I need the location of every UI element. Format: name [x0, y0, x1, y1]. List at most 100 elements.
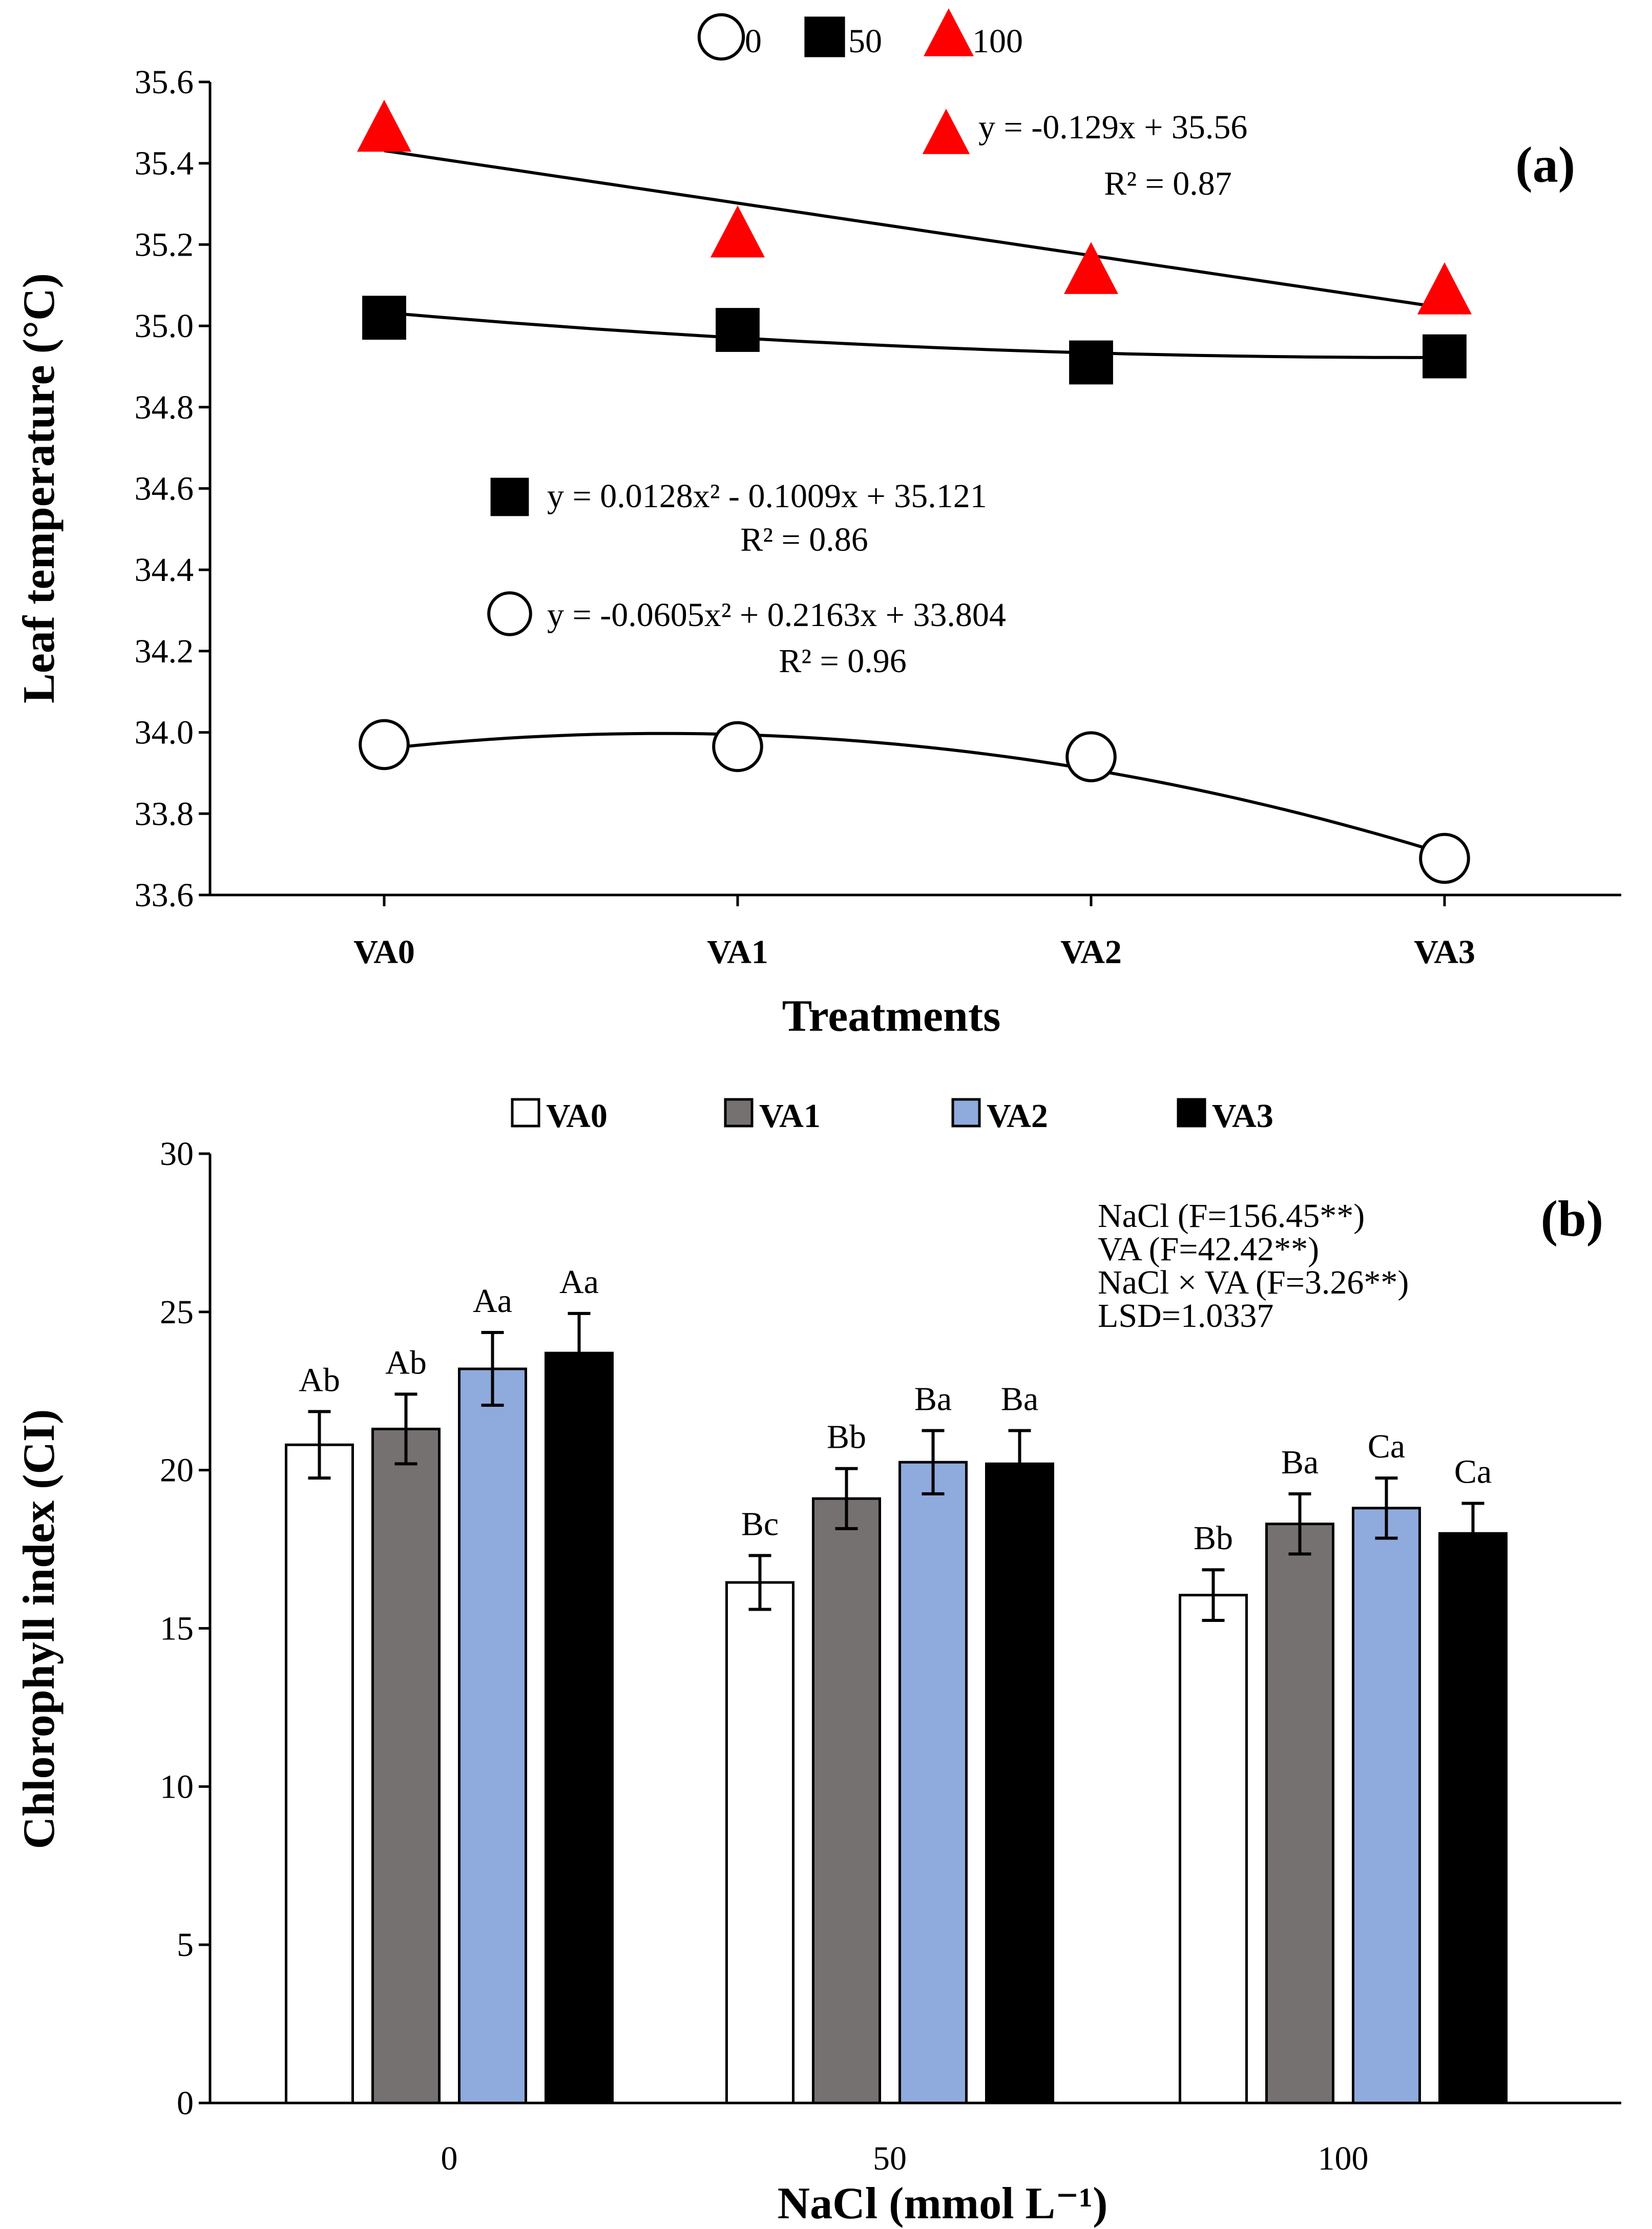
- bar-va0-nacl-100: [1179, 1594, 1248, 2105]
- panel-b-y-tick-label: 10: [160, 1768, 194, 1805]
- panel-b-ylabel: Chlorophyll index (CI): [14, 1409, 64, 1849]
- panel-b-y-tick-label: 30: [160, 1135, 194, 1173]
- panel-a-y-tick-label: 35.4: [135, 145, 194, 182]
- panel-a-y-tick-label: 33.8: [135, 795, 194, 832]
- panel-a-chart: 0 50 100 33.633.834.034.234.434.634.835.03…: [14, 8, 1621, 1041]
- panel-b-y-tick-label: 5: [177, 1926, 194, 1964]
- legend-label-va3: VA3: [1212, 1097, 1273, 1135]
- bar-va1-nacl-100: [1265, 1523, 1334, 2105]
- marker-100-va1: [710, 205, 765, 258]
- equation-marker-0: [487, 591, 532, 636]
- panel-b-y-tick-label: 20: [160, 1452, 194, 1489]
- panel-a-y-tick-label: 34.0: [135, 714, 194, 752]
- panel-b-label: (b): [1541, 1190, 1603, 1247]
- panel-b-y-tick-label: 25: [160, 1294, 194, 1331]
- r2-text-0: R² = 0.96: [779, 642, 907, 680]
- bar-letter-va2-nacl-50: Ba: [914, 1380, 952, 1418]
- marker-100-va0: [357, 99, 412, 152]
- stats-line-3: LSD=1.0337: [1098, 1297, 1273, 1335]
- equation-marker-50: [490, 477, 529, 516]
- bar-letter-va1-nacl-0: Ab: [385, 1344, 427, 1381]
- marker-0-va2: [1065, 731, 1117, 783]
- legend-marker-100: [924, 8, 974, 56]
- bar-va0-nacl-50: [725, 1581, 794, 2105]
- panel-a-y-tick-label: 34.4: [135, 551, 194, 589]
- r2-text-100: R² = 0.87: [1104, 165, 1232, 202]
- legend-label-va0: VA0: [546, 1097, 608, 1135]
- panel-a-x-tick-label-va0: VA0: [353, 933, 415, 971]
- panel-b-y-axis-ticks: 0 5 10 15 20 25 30 0 50 100: [160, 1135, 1369, 2177]
- panel-b-stats: NaCl (F=156.45**)VA (F=42.42**)NaCl × VA…: [1098, 1197, 1409, 1335]
- marker-100-va2: [1063, 242, 1119, 294]
- panel-b-bars: Ab Ab Aa Aa Bc Bb Ba Ba Bb Ba Ca Ca: [285, 1263, 1508, 2105]
- legend-swatch-va2: [951, 1098, 981, 1128]
- panel-a-label: (a): [1515, 136, 1575, 193]
- legend-swatch-va1: [724, 1098, 754, 1128]
- bar-letter-va1-nacl-50: Bb: [827, 1419, 866, 1456]
- panel-a-xlabel: Treatments: [782, 991, 1001, 1041]
- panel-b-chart: VA0 VA1 VA2 VA3 0 5 10 15 20 25 30 0 50 100 Ab Ab Aa Aa…: [14, 1097, 1621, 2228]
- legend-swatch-va3: [1177, 1098, 1206, 1128]
- legend-label-va1: VA1: [759, 1097, 821, 1135]
- bar-letter-va2-nacl-100: Ca: [1368, 1428, 1405, 1465]
- bar-letter-va3-nacl-50: Ba: [1001, 1380, 1038, 1418]
- equation-text-100: y = -0.129x + 35.56: [978, 109, 1247, 146]
- legend-label-50: 50: [848, 23, 882, 60]
- panel-a-y-tick-label: 34.2: [135, 633, 194, 670]
- stats-line-1: VA (F=42.42**): [1098, 1231, 1319, 1268]
- legend-marker-0: [697, 13, 745, 61]
- bar-va1-nacl-50: [812, 1497, 881, 2105]
- panel-a-y-tick-label: 34.6: [135, 470, 194, 508]
- bar-letter-va0-nacl-50: Bc: [741, 1505, 779, 1543]
- trendline-100: [384, 149, 1445, 310]
- marker-0-va1: [712, 721, 763, 773]
- bar-va3-nacl-0: [545, 1351, 614, 2105]
- legend-label-0: 0: [745, 23, 762, 60]
- bar-letter-va0-nacl-0: Ab: [299, 1361, 340, 1399]
- bar-va3-nacl-50: [985, 1462, 1054, 2105]
- stats-line-0: NaCl (F=156.45**): [1098, 1197, 1365, 1235]
- marker-50-va3: [1423, 334, 1467, 379]
- panel-a-y-tick-label: 33.6: [135, 877, 194, 914]
- panel-a-y-tick-label: 34.8: [135, 389, 194, 426]
- panel-b-y-tick-label: 15: [160, 1610, 194, 1648]
- panel-a-equations: y = -0.0605x² + 0.2163x + 33.804 R² = 0.9…: [487, 109, 1247, 680]
- r2-text-50: R² = 0.86: [740, 521, 868, 558]
- bar-va0-nacl-0: [285, 1443, 354, 2105]
- panel-a-legend: 0 50 100: [697, 8, 1023, 61]
- bar-letter-va3-nacl-100: Ca: [1454, 1453, 1492, 1491]
- marker-0-va0: [359, 719, 410, 770]
- bar-letter-va3-nacl-0: Aa: [559, 1263, 599, 1301]
- bar-letter-va2-nacl-0: Aa: [473, 1282, 512, 1320]
- bar-va2-nacl-100: [1352, 1507, 1421, 2105]
- panel-a-trendlines: [384, 149, 1445, 856]
- trendline-50: [384, 311, 1445, 359]
- bar-va2-nacl-0: [458, 1367, 527, 2105]
- legend-swatch-va0: [511, 1098, 540, 1128]
- legend-marker-50: [804, 16, 845, 57]
- panel-a-markers: [357, 99, 1472, 884]
- marker-0-va3: [1419, 832, 1470, 884]
- bar-letter-va0-nacl-100: Bb: [1194, 1519, 1233, 1557]
- panel-b-x-tick-label-100: 100: [1318, 2140, 1369, 2177]
- trendline-0: [384, 732, 1445, 856]
- panel-b-xlabel: NaCl (mmol L⁻¹): [778, 2179, 1108, 2228]
- marker-50-va1: [716, 308, 760, 352]
- equation-marker-100: [922, 109, 970, 154]
- panel-a-y-tick-label: 35.6: [135, 64, 194, 101]
- marker-50-va0: [362, 296, 406, 340]
- panel-a-x-tick-label-va3: VA3: [1414, 933, 1475, 971]
- panel-a-y-tick-label: 35.0: [135, 307, 194, 345]
- panel-a-x-tick-label-va1: VA1: [707, 933, 768, 971]
- panel-a-ylabel: Leaf temperature (°C): [14, 273, 64, 703]
- legend-label-va2: VA2: [987, 1097, 1048, 1135]
- panel-a-y-tick-label: 35.2: [135, 226, 194, 263]
- equation-text-0: y = -0.0605x² + 0.2163x + 33.804: [547, 596, 1006, 634]
- marker-50-va2: [1069, 340, 1113, 385]
- panel-b-y-tick-label: 0: [177, 2085, 194, 2122]
- equation-text-50: y = 0.0128x² - 0.1009x + 35.121: [547, 477, 987, 515]
- panel-b-x-tick-label-0: 0: [441, 2140, 458, 2177]
- panel-a-y-axis-ticks: 33.6 33.8 34.0 34.2 34.4 34.6 34.8 35.0 35.2 35.4…: [135, 64, 1475, 971]
- panel-a-x-tick-label-va2: VA2: [1060, 933, 1122, 971]
